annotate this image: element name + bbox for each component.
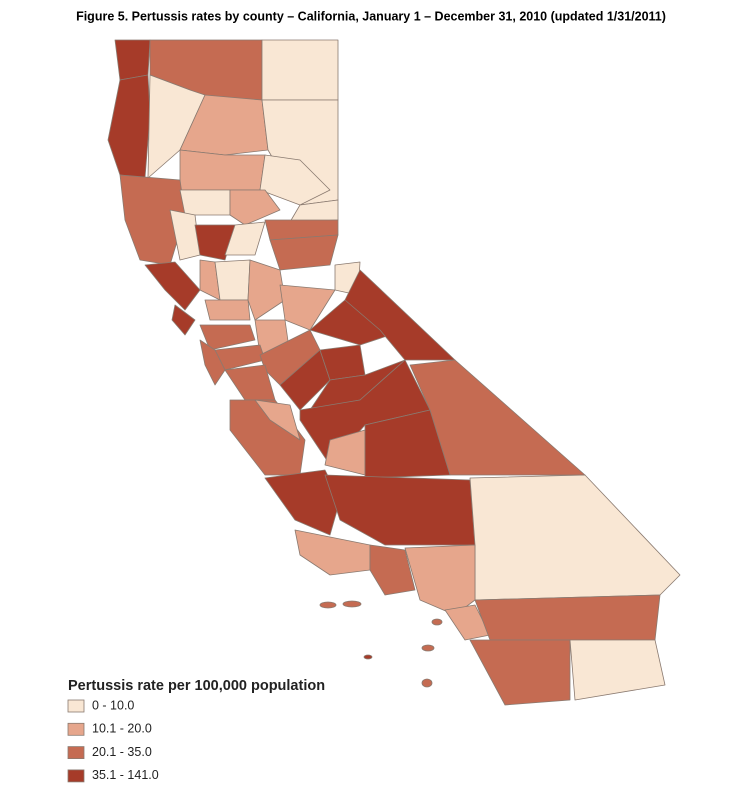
county (474, 594, 661, 641)
county (247, 259, 286, 321)
legend-label: 10.1 - 20.0 (92, 722, 152, 736)
county (421, 644, 435, 652)
county (324, 474, 476, 546)
county (199, 339, 226, 386)
legend-title: Pertussis rate per 100,000 population (68, 678, 325, 694)
county (469, 639, 571, 706)
county (294, 529, 371, 576)
county (421, 678, 433, 688)
legend-label: 20.1 - 35.0 (92, 745, 152, 759)
county (342, 600, 362, 608)
legend-swatch (67, 722, 85, 736)
county (107, 74, 151, 179)
county (179, 94, 269, 156)
legend: 0 - 10.0 10.1 - 20.0 20.1 - 35.0 35.1 - 141… (67, 698, 159, 783)
county (259, 154, 331, 206)
county (269, 234, 339, 271)
county (364, 409, 451, 479)
counties (107, 39, 681, 706)
county (569, 639, 666, 701)
county (144, 261, 201, 311)
county (229, 189, 281, 226)
county (179, 149, 266, 191)
county (194, 224, 236, 261)
county (261, 39, 339, 101)
county (204, 299, 251, 321)
county (344, 269, 456, 361)
county (369, 544, 416, 596)
legend-label: 35.1 - 141.0 (92, 768, 159, 782)
county (179, 189, 231, 216)
county (254, 399, 301, 441)
legend-label: 0 - 10.0 (92, 698, 134, 712)
county (264, 469, 341, 536)
county (224, 221, 266, 256)
county (409, 359, 586, 476)
county (199, 324, 256, 351)
county (319, 601, 337, 609)
county (469, 474, 681, 601)
legend-swatch (67, 699, 85, 713)
county (431, 618, 443, 626)
map-title: Figure 5. Pertussis rates by county – Ca… (76, 9, 666, 23)
legend-swatch (67, 746, 85, 759)
county (171, 304, 196, 336)
county (404, 544, 476, 616)
county (114, 39, 151, 81)
legend-swatch (67, 769, 85, 783)
county (214, 259, 251, 301)
county (363, 654, 373, 660)
